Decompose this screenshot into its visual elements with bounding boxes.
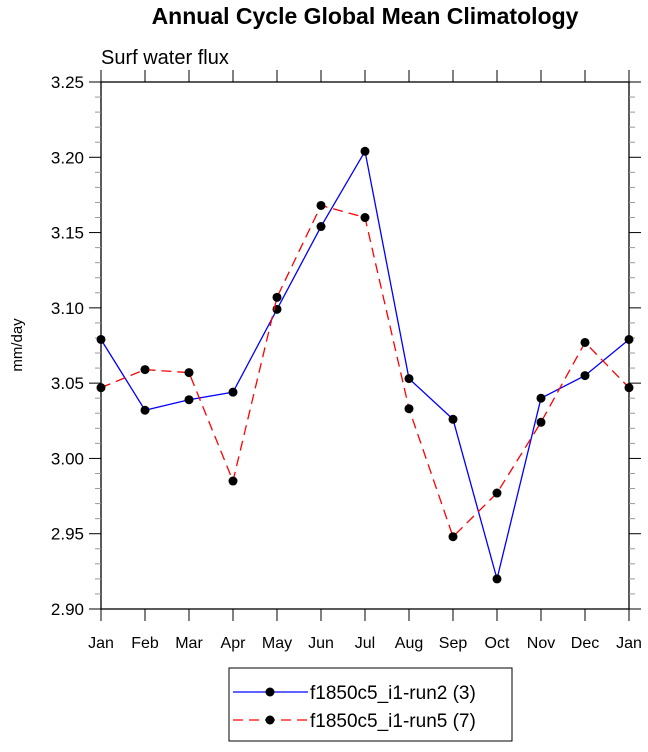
- x-tick-label: Jan: [616, 635, 642, 652]
- data-point: [404, 404, 414, 414]
- x-tick-label: Jun: [308, 635, 334, 652]
- data-point: [228, 387, 238, 397]
- y-tick-label: 3.10: [51, 299, 84, 318]
- data-point: [316, 200, 326, 210]
- data-point: [140, 365, 150, 375]
- legend-label: f1850c5_i1-run2 (3): [310, 683, 476, 704]
- x-tick-label: Sep: [439, 635, 468, 652]
- y-tick-label: 3.20: [51, 148, 84, 167]
- data-point: [360, 146, 370, 156]
- x-tick-label: Apr: [221, 635, 247, 652]
- legend-marker: [265, 687, 275, 697]
- data-point: [624, 383, 634, 393]
- data-point: [448, 414, 458, 424]
- data-point: [492, 488, 502, 498]
- data-point: [228, 476, 238, 486]
- x-tick-label: Jan: [88, 635, 114, 652]
- y-axis-label: mm/day: [9, 318, 26, 372]
- data-point: [624, 334, 634, 344]
- data-point: [140, 405, 150, 415]
- data-point: [580, 337, 590, 347]
- data-point: [184, 395, 194, 405]
- x-tick-label: Feb: [131, 635, 159, 652]
- data-point: [316, 222, 326, 232]
- legend-label: f1850c5_i1-run5 (7): [310, 711, 476, 732]
- x-tick-label: Nov: [527, 635, 555, 652]
- data-point: [360, 213, 370, 223]
- data-point: [536, 393, 546, 403]
- data-point: [96, 334, 106, 344]
- y-tick-label: 3.25: [51, 73, 84, 92]
- x-tick-label: Oct: [485, 635, 510, 652]
- x-tick-label: Dec: [571, 635, 599, 652]
- chart-subtitle: Surf water flux: [101, 47, 229, 69]
- series-line-2: [100, 204, 630, 538]
- legend-box: [228, 667, 513, 742]
- data-point: [272, 292, 282, 302]
- y-tick-label: 2.90: [51, 600, 84, 619]
- data-point: [184, 368, 194, 378]
- data-point: [96, 383, 106, 393]
- y-tick-label: 3.15: [51, 224, 84, 243]
- data-point: [580, 371, 590, 381]
- data-point: [404, 374, 414, 384]
- x-tick-label: May: [262, 635, 292, 652]
- y-tick-label: 3.00: [51, 449, 84, 468]
- plot-frame: [100, 81, 630, 610]
- x-tick-label: Aug: [395, 635, 423, 652]
- y-tick-label: 2.95: [51, 525, 84, 544]
- x-tick-label: Jul: [355, 635, 375, 652]
- chart-title: Annual Cycle Global Mean Climatology: [152, 3, 579, 29]
- data-point: [492, 574, 502, 584]
- data-point: [448, 532, 458, 542]
- x-tick-label: Mar: [175, 635, 203, 652]
- legend-marker: [265, 715, 275, 725]
- legend: f1850c5_i1-run2 (3) f1850c5_i1-run5 (7): [228, 667, 513, 742]
- y-tick-label: 3.05: [51, 374, 84, 393]
- data-point: [536, 417, 546, 427]
